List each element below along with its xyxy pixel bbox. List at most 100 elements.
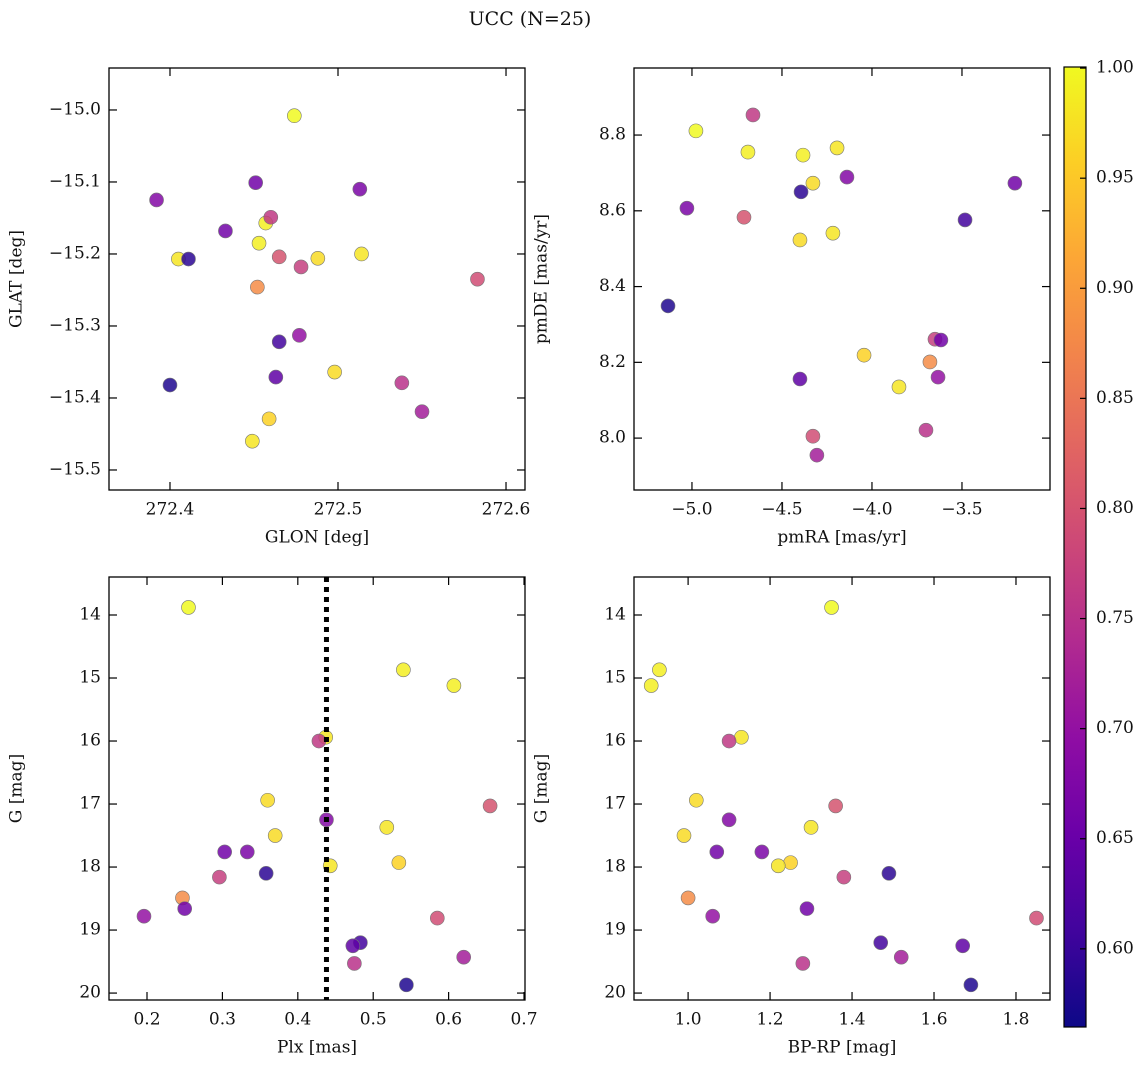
point — [379, 820, 395, 835]
point — [260, 792, 275, 808]
point — [1007, 175, 1023, 191]
colorbar-tick-label: 0.70 — [1096, 718, 1134, 738]
y-tick-label: 17 — [79, 794, 101, 814]
x-tick-label: 272.5 — [314, 500, 363, 520]
y-tick-label: 8.8 — [599, 125, 626, 145]
y-tick-label: 8.6 — [599, 200, 626, 220]
point — [792, 371, 808, 387]
point — [446, 678, 462, 693]
point — [824, 600, 839, 615]
colorbar-tick-label: 0.65 — [1096, 828, 1134, 848]
colorbar-tick-label: 0.75 — [1096, 608, 1134, 628]
x-tick-label: 1.6 — [920, 1010, 947, 1030]
point — [825, 225, 841, 241]
y-tick-label: 14 — [79, 604, 101, 624]
point — [263, 209, 279, 225]
axes-frame — [108, 67, 526, 491]
point — [482, 798, 498, 814]
point — [709, 844, 725, 860]
point — [311, 733, 327, 749]
point — [251, 235, 267, 251]
point — [680, 890, 696, 906]
point — [933, 332, 949, 348]
point — [293, 259, 309, 275]
y-tick-label: 19 — [604, 920, 626, 940]
point — [957, 212, 973, 228]
x-tick-label: 0.5 — [360, 1010, 387, 1030]
point — [177, 901, 193, 916]
point — [828, 798, 843, 814]
point — [271, 249, 287, 265]
point — [836, 869, 852, 885]
point — [136, 908, 152, 924]
colorbar-tick-label: 1.00 — [1096, 58, 1134, 78]
point — [688, 123, 704, 139]
colorbar-tick-label: 0.95 — [1096, 168, 1134, 188]
point — [795, 147, 811, 163]
point — [345, 938, 361, 954]
point — [292, 328, 307, 343]
y-tick-label: 14 — [604, 604, 626, 624]
x-axis-label: Plx [mas] — [277, 1038, 357, 1058]
y-tick-label: −15.4 — [49, 387, 101, 407]
point — [676, 828, 692, 843]
point — [218, 223, 233, 239]
y-tick-label: −15.5 — [49, 459, 101, 479]
axes-frame — [633, 67, 1051, 491]
x-tick-label: 1.4 — [839, 1010, 866, 1030]
point — [399, 977, 414, 993]
point — [248, 175, 263, 190]
point — [734, 729, 749, 745]
point — [470, 271, 485, 287]
point — [250, 279, 265, 295]
point — [891, 379, 907, 395]
point — [745, 107, 761, 123]
x-tick-label: 0.4 — [284, 1010, 311, 1030]
point — [430, 910, 445, 926]
point — [799, 901, 815, 916]
axes-frame — [108, 576, 526, 1001]
point — [456, 949, 471, 965]
y-tick-label: 19 — [79, 920, 101, 940]
y-tick-label: 16 — [604, 731, 626, 751]
point — [267, 828, 283, 843]
y-axis-label: G [mag] — [532, 754, 552, 823]
point — [271, 334, 287, 350]
colorbar-tick-label: 0.80 — [1096, 498, 1134, 518]
point — [1029, 910, 1044, 926]
y-axis-label: G [mag] — [7, 754, 27, 823]
point — [688, 792, 704, 808]
y-tick-label: 18 — [604, 857, 626, 877]
x-tick-label: 1.0 — [675, 1010, 702, 1030]
point — [643, 678, 659, 693]
point — [721, 733, 737, 749]
y-axis-label: GLAT [deg] — [7, 230, 27, 328]
y-tick-label: 8.4 — [599, 276, 626, 296]
y-tick-label: 15 — [79, 668, 101, 688]
point — [856, 347, 872, 363]
y-tick-label: −15.1 — [49, 171, 101, 191]
point — [287, 108, 302, 124]
point — [963, 977, 979, 993]
point — [239, 844, 255, 860]
point — [181, 600, 196, 615]
point — [245, 433, 260, 449]
x-tick-label: −5.0 — [671, 500, 712, 520]
y-tick-label: 20 — [79, 983, 101, 1003]
point — [327, 364, 342, 380]
point — [394, 375, 410, 391]
point — [893, 949, 909, 965]
point — [930, 369, 946, 385]
point — [705, 908, 720, 924]
point — [770, 858, 786, 874]
y-tick-label: 17 — [604, 794, 626, 814]
point — [679, 200, 695, 216]
point — [754, 844, 770, 860]
point — [783, 855, 798, 870]
point — [803, 820, 819, 835]
x-tick-label: 0.6 — [435, 1010, 462, 1030]
point — [792, 232, 808, 248]
figure-title: UCC (N=25) — [469, 8, 592, 30]
x-tick-label: 1.8 — [1002, 1010, 1029, 1030]
x-tick-label: 0.3 — [209, 1010, 236, 1030]
